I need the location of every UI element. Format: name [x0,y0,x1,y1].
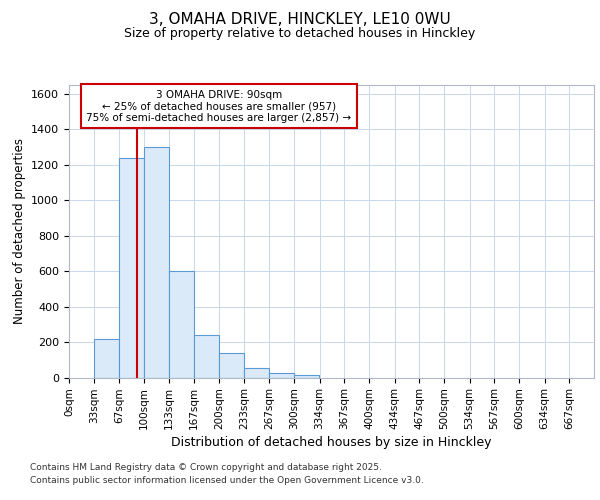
Bar [169,271,193,378]
Bar [94,338,119,378]
Bar [219,352,244,378]
Bar [294,375,319,378]
Text: Size of property relative to detached houses in Hinckley: Size of property relative to detached ho… [124,28,476,40]
X-axis label: Distribution of detached houses by size in Hinckley: Distribution of detached houses by size … [171,436,492,450]
Text: 3, OMAHA DRIVE, HINCKLEY, LE10 0WU: 3, OMAHA DRIVE, HINCKLEY, LE10 0WU [149,12,451,28]
Text: 3 OMAHA DRIVE: 90sqm
← 25% of detached houses are smaller (957)
75% of semi-deta: 3 OMAHA DRIVE: 90sqm ← 25% of detached h… [86,90,352,123]
Bar [244,368,269,378]
Bar [269,373,294,378]
Text: Contains HM Land Registry data © Crown copyright and database right 2025.: Contains HM Land Registry data © Crown c… [30,464,382,472]
Bar [194,335,219,378]
Y-axis label: Number of detached properties: Number of detached properties [13,138,26,324]
Text: Contains public sector information licensed under the Open Government Licence v3: Contains public sector information licen… [30,476,424,485]
Bar [144,147,169,378]
Bar [119,158,144,378]
